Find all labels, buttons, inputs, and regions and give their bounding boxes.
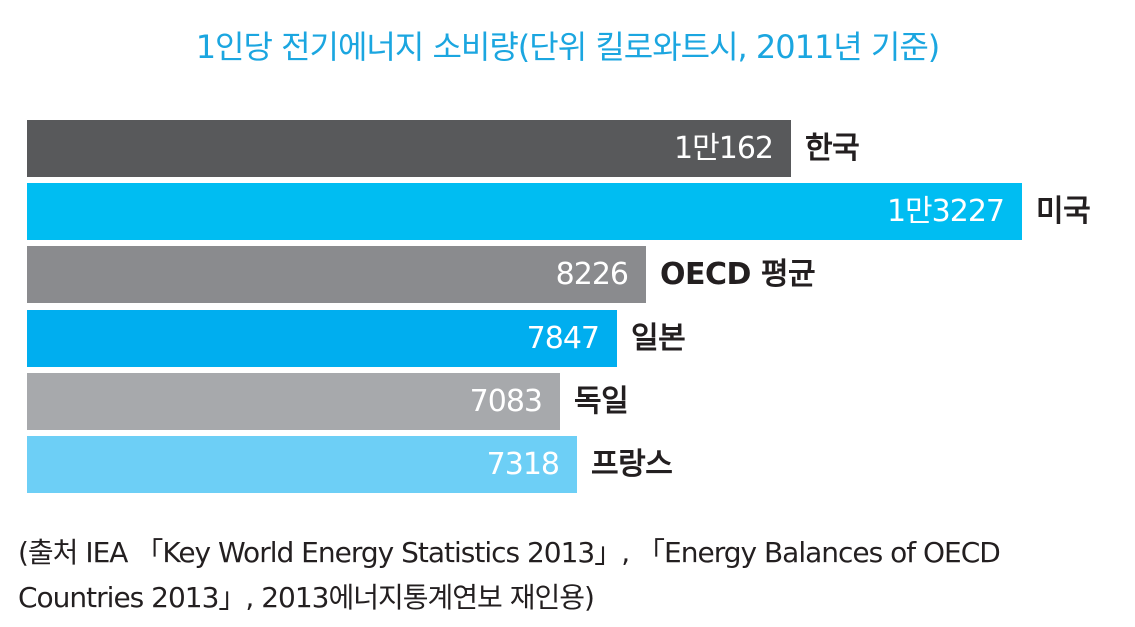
source-line-1: (출처 IEA 「Key World Energy Statistics 201… <box>18 536 1001 569</box>
source-note: (출처 IEA 「Key World Energy Statistics 201… <box>18 530 1118 620</box>
bar-value-label: 7083 <box>469 384 543 419</box>
bar-category-label: 프랑스 <box>591 447 673 482</box>
bar-category-label: 미국 <box>1036 194 1091 229</box>
source-line-2: Countries 2013」, 2013에너지통계연보 재인용) <box>18 581 595 614</box>
bar-3: 8226 <box>27 246 646 303</box>
bar-value-label: 7847 <box>526 321 600 356</box>
bar-4: 7847 <box>27 310 617 367</box>
bar-chart: 1만162 한국 1만3227 미국 8226 OECD 평균 7847 일본 7083 독일 73… <box>27 120 1127 500</box>
bar-category-label: 독일 <box>574 384 629 419</box>
bar-category-label: OECD 평균 <box>660 257 816 292</box>
bar-category-label: 한국 <box>805 131 860 166</box>
bar-5: 7083 <box>27 373 560 430</box>
bar-value-label: 1만3227 <box>886 194 1005 229</box>
bar-value-label: 1만162 <box>674 131 774 166</box>
chart-title: 1인당 전기에너지 소비량(단위 킬로와트시, 2011년 기준) <box>195 28 941 66</box>
bar-value-label: 8226 <box>555 257 629 292</box>
bar-1: 1만162 <box>27 120 791 177</box>
bar-value-label: 7318 <box>486 447 560 482</box>
bar-6: 7318 <box>27 436 577 493</box>
bar-category-label: 일본 <box>631 321 686 356</box>
bar-2: 1만3227 <box>27 183 1022 240</box>
